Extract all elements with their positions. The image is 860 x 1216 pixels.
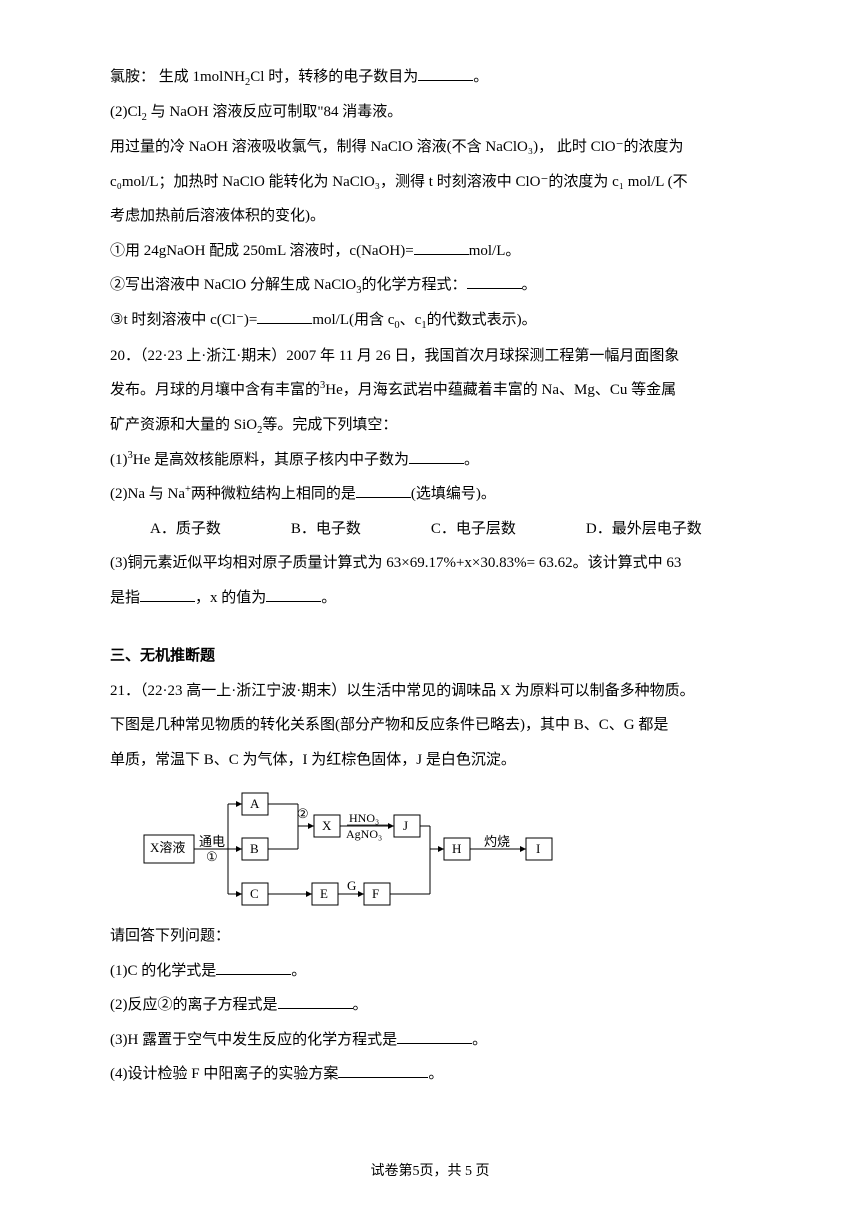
- label-electrolysis: 通电: [199, 834, 225, 849]
- blank-choice: [356, 482, 411, 499]
- text: ②写出溶液中 NaClO 分解生成 NaClO: [110, 277, 356, 293]
- text: (1)C 的化学式是: [110, 963, 216, 979]
- box-j: J: [403, 818, 408, 833]
- text: He，月海玄武岩中蕴藏着丰富的 Na、Mg、Cu 等金属: [325, 382, 676, 398]
- box-f: F: [372, 886, 379, 901]
- text: ③t 时刻溶液中 c(Cl⁻)=: [110, 312, 257, 328]
- text: He 是高效核能原料，其原子核内中子数为: [133, 452, 409, 468]
- blank-concentration: [414, 238, 469, 255]
- q20-3b: 是指 ，x 的值为 。: [110, 581, 750, 616]
- q19-2-1: ①用 24gNaOH 配成 250mL 溶液时，c(NaOH)= mol/L。: [110, 234, 750, 269]
- section-title: 三、无机推断题: [110, 639, 750, 674]
- text: (2)Cl: [110, 104, 142, 120]
- blank-neutron: [409, 447, 464, 464]
- q21-line: 下图是几种常见物质的转化关系图(部分产物和反应条件已略去)，其中 B、C、G 都…: [110, 708, 750, 743]
- q19-2-intro: (2)Cl2 与 NaOH 溶液反应可制取"84 消毒液。: [110, 95, 750, 130]
- text: (2)Na 与 Na: [110, 486, 185, 502]
- text: 。: [321, 590, 336, 606]
- label-burn: 灼烧: [484, 834, 510, 849]
- text: 等。完成下列填空：: [262, 417, 397, 433]
- text: 发布。月球的月壤中含有丰富的: [110, 382, 320, 398]
- box-xsol: X溶液: [150, 840, 185, 855]
- text: 。: [522, 277, 537, 293]
- box-c: C: [250, 886, 259, 901]
- text: (4)设计检验 F 中阳离子的实验方案: [110, 1066, 338, 1082]
- q20-line: 矿产资源和大量的 SiO2等。完成下列填空：: [110, 408, 750, 443]
- option-d: D．最外层电子数: [586, 512, 702, 547]
- text: 。: [464, 452, 479, 468]
- box-b: B: [250, 841, 259, 856]
- blank-scheme: [338, 1062, 428, 1079]
- flowchart-diagram: X溶液 A B C X E F J H I 通电 ① ② G HNO₃ AgNO…: [110, 777, 750, 919]
- text: mol/L。: [469, 243, 521, 259]
- text: (3)H 露置于空气中发生反应的化学方程式是: [110, 1032, 397, 1048]
- blank-x: [266, 585, 321, 602]
- option-c: C．电子层数: [431, 512, 516, 547]
- body-text: c₀mol/L；加热时 NaClO 能转化为 NaClO₃，测得 t 时刻溶液中…: [110, 165, 750, 200]
- text: (1): [110, 452, 128, 468]
- options-row: A．质子数 B．电子数 C．电子层数 D．最外层电子数: [110, 512, 750, 547]
- text: 。: [353, 997, 368, 1013]
- body-text: 考虑加热前后溶液体积的变化)。: [110, 199, 750, 234]
- text: 两种微粒结构上相同的是: [191, 486, 356, 502]
- text: 与 NaOH 溶液反应可制取"84 消毒液。: [147, 104, 402, 120]
- q20-line: 发布。月球的月壤中含有丰富的3He，月海玄武岩中蕴藏着丰富的 Na、Mg、Cu …: [110, 373, 750, 408]
- text: 。: [472, 1032, 487, 1048]
- option-b: B．电子数: [291, 512, 361, 547]
- blank-h-eq: [397, 1027, 472, 1044]
- text: 的代数式表示)。: [427, 312, 537, 328]
- label-agno3: AgNO₃: [346, 827, 382, 841]
- text: ①用 24gNaOH 配成 250mL 溶液时，c(NaOH)=: [110, 243, 414, 259]
- box-x: X: [322, 818, 332, 833]
- label-1: ①: [206, 849, 218, 864]
- text: 。: [428, 1066, 443, 1082]
- q19-line-chloramine: 氯胺： 生成 1molNH2Cl 时，转移的电子数目为。: [110, 60, 750, 95]
- flowchart-svg: X溶液 A B C X E F J H I 通电 ① ② G HNO₃ AgNO…: [142, 785, 562, 915]
- q21-intro: 21．（22·23 高一上·浙江宁波·期末）以生活中常见的调味品 X 为原料可以…: [110, 674, 750, 709]
- label-2: ②: [297, 806, 309, 821]
- q19-2-3: ③t 时刻溶液中 c(Cl⁻)=mol/L(用含 c0、c1的代数式表示)。: [110, 303, 750, 338]
- box-i: I: [536, 841, 540, 856]
- q19-2-2: ②写出溶液中 NaClO 分解生成 NaClO3的化学方程式：。: [110, 268, 750, 303]
- text: (2)反应②的离子方程式是: [110, 997, 278, 1013]
- q21-1: (1)C 的化学式是 。: [110, 954, 750, 989]
- box-h: H: [452, 841, 461, 856]
- text: 、c: [400, 312, 422, 328]
- q20-1: (1)3He 是高效核能原料，其原子核内中子数为。: [110, 443, 750, 478]
- box-e: E: [320, 886, 328, 901]
- q21-answer-intro: 请回答下列问题：: [110, 919, 750, 954]
- q20-3: (3)铜元素近似平均相对原子质量计算式为 63×69.17%+x×30.83%=…: [110, 546, 750, 581]
- q20-2: (2)Na 与 Na+两种微粒结构上相同的是(选填编号)。: [110, 477, 750, 512]
- q21-line: 单质，常温下 B、C 为气体，I 为红棕色固体，J 是白色沉淀。: [110, 743, 750, 778]
- q20-intro: 20．（22·23 上·浙江·期末）2007 年 11 月 26 日，我国首次月…: [110, 339, 750, 374]
- text: 的化学方程式：: [362, 277, 467, 293]
- blank-cl-conc: [257, 308, 312, 325]
- blank-equation: [467, 273, 522, 290]
- label-hno3: HNO₃: [349, 811, 379, 825]
- blank-ionic-eq: [278, 993, 353, 1010]
- text: 矿产资源和大量的 SiO: [110, 417, 257, 433]
- text: 。: [473, 69, 488, 85]
- text: mol/L(用含 c: [312, 312, 394, 328]
- text: 氯胺： 生成 1molNH: [110, 69, 245, 85]
- text: ，x 的值为: [195, 590, 266, 606]
- blank-electron-count: [418, 65, 473, 82]
- body-text: 用过量的冷 NaOH 溶液吸收氯气，制得 NaClO 溶液(不含 NaClO₃)…: [110, 130, 750, 165]
- q21-4: (4)设计检验 F 中阳离子的实验方案 。: [110, 1057, 750, 1092]
- box-a: A: [250, 796, 260, 811]
- q21-2: (2)反应②的离子方程式是 。: [110, 988, 750, 1023]
- text: 。: [291, 963, 306, 979]
- text: Cl 时，转移的电子数目为: [250, 69, 418, 85]
- text: (选填编号)。: [411, 486, 496, 502]
- q21-3: (3)H 露置于空气中发生反应的化学方程式是 。: [110, 1023, 750, 1058]
- text: 是指: [110, 590, 140, 606]
- label-g: G: [347, 878, 356, 893]
- page-footer: 试卷第5页，共 5 页: [0, 1156, 860, 1188]
- option-a: A．质子数: [150, 512, 221, 547]
- blank-c-formula: [216, 958, 291, 975]
- blank-63: [140, 585, 195, 602]
